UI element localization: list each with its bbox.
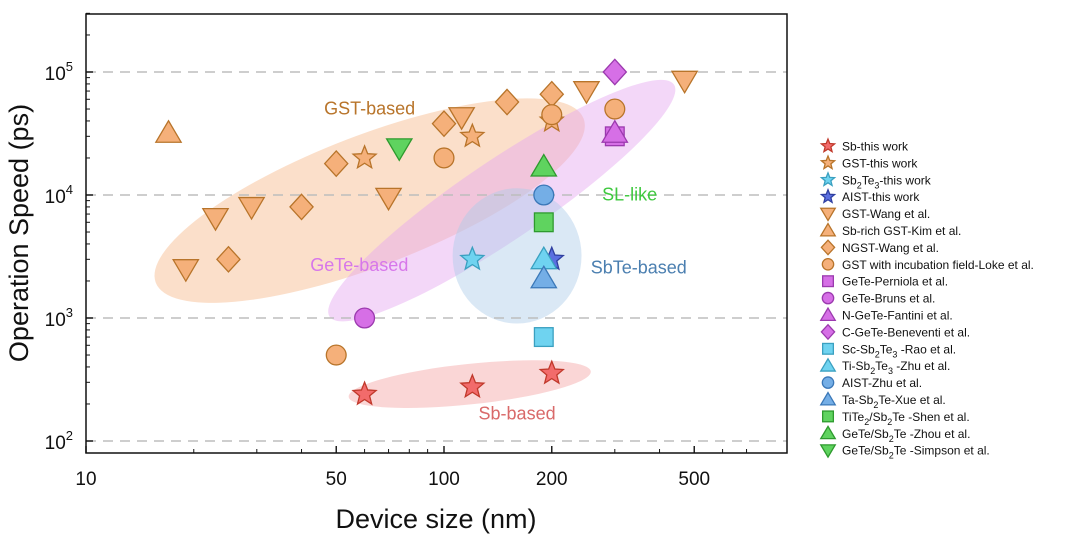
legend-label: GST-Wang et al. [842,207,930,221]
legend-label: N-GeTe-Fantini et al. [842,309,953,323]
legend-label: GeTe-Bruns et al. [842,292,935,306]
triangle-down-marker [172,259,200,283]
legend: Sb-this work GST-this work Sb2Te3-this wor… [819,137,1034,461]
y-tick-label: 103 [45,305,73,331]
legend-circle-marker [821,257,835,271]
legend-triangle-down-marker [819,444,837,459]
legend-label: GeTe-Perniola et al. [842,275,948,289]
star-marker [459,245,486,271]
legend-label: Ta-Sb2Te-Xue et al. [842,393,946,410]
legend-label: GeTe/Sb2Te -Zhou et al. [842,427,970,444]
gridlines [86,71,787,442]
triangle-down-marker [237,196,266,221]
triangle-down-marker [670,70,699,95]
legend-label: AIST-Zhu et al. [842,376,922,390]
circle-marker [325,344,347,366]
legend-circle-marker [821,291,835,305]
legend-triangle-up-marker [819,222,837,237]
square-marker [533,212,554,233]
legend-square-marker [821,275,835,288]
legend-label: AIST-this work [842,190,920,204]
diamond-marker [289,193,314,221]
x-tick-label: 10 [75,469,96,490]
triangle-up-marker [154,119,183,143]
star-marker [459,373,486,399]
legend-square-marker [821,342,835,355]
legend-label: Ti-Sb2Te3 -Zhu et al. [842,359,950,376]
diamond-marker [216,245,241,273]
legend-label: Sb-rich GST-Kim et al. [842,224,961,238]
legend-circle-marker [821,376,835,389]
diamond-marker [494,88,520,116]
region-ellipse [154,98,585,303]
legend-star-marker [819,188,837,204]
legend-triangle-up-marker [819,391,837,406]
circle-marker [354,307,376,329]
triangle-up-marker [530,264,558,289]
star-marker [351,380,378,406]
diamond-marker [323,149,349,178]
x-tick-label: 100 [428,469,460,490]
legend-label: NGST-Wang et al. [842,241,939,255]
legend-label: TiTe2/Sb2Te -Shen et al. [842,410,970,427]
region-label: SL-like [602,185,657,205]
circle-marker [433,147,455,169]
region-labels: GST-based SL-like GeTe-based SbTe-based Sb-b… [310,99,687,424]
legend-triangle-down-marker [819,207,837,222]
plot-frame [85,13,788,454]
diamond-marker [602,58,628,86]
triangle-down-marker [201,208,230,232]
triangle-down-marker [572,81,601,105]
axes: 10 50 100 200 500 102 103 104 105 [45,12,748,490]
triangle-up-marker [530,153,558,177]
y-axis-title: Operation Speed (ps) [4,104,34,362]
x-axis-title: Device size (nm) [335,504,536,534]
triangle-down-marker [447,107,476,131]
diamond-marker [431,110,457,138]
circle-marker [541,104,563,126]
x-tick-label: 200 [536,469,568,490]
region-label: GST-based [324,99,415,119]
legend-label: GST-this work [842,156,918,170]
legend-label: Sb2Te3-this work [842,173,932,190]
legend-star-marker [819,137,837,154]
region-label: SbTe-based [591,258,687,278]
star-marker [351,144,378,170]
y-tick-label: 105 [45,59,73,85]
legend-label: Sb-this work [842,140,909,154]
x-tick-label: 50 [326,469,347,490]
region-ellipse [328,79,676,322]
legend-diamond-marker [820,323,836,341]
legend-star-marker [819,171,837,187]
triangle-down-marker [385,138,414,162]
y-tick-label: 102 [45,428,73,454]
circle-marker [533,184,555,206]
y-tick-label: 104 [45,182,73,208]
triangle-up-marker [601,119,629,143]
data-markers [154,58,699,406]
region-label: Sb-based [479,403,556,423]
region-label: GeTe-based [310,255,408,275]
star-marker [459,122,486,148]
legend-triangle-up-marker [819,357,837,372]
legend-triangle-up-marker [819,306,837,322]
square-marker [533,327,554,348]
legend-label: C-GeTe-Beneventi et al. [842,325,970,339]
x-tick-label: 500 [678,469,710,490]
legend-star-marker [819,154,837,170]
legend-diamond-marker [820,239,836,256]
legend-triangle-up-marker [819,425,837,440]
legend-label: Sc-Sb2Te3 -Rao et al. [842,342,956,359]
region-shapes [154,79,676,408]
star-marker [538,359,565,385]
legend-label: GST with incubation field-Loke et al. [842,258,1034,272]
legend-label: GeTe/Sb2Te -Simpson et al. [842,444,990,461]
legend-square-marker [821,410,835,423]
circle-marker [604,98,626,120]
triangle-down-marker [374,187,403,212]
